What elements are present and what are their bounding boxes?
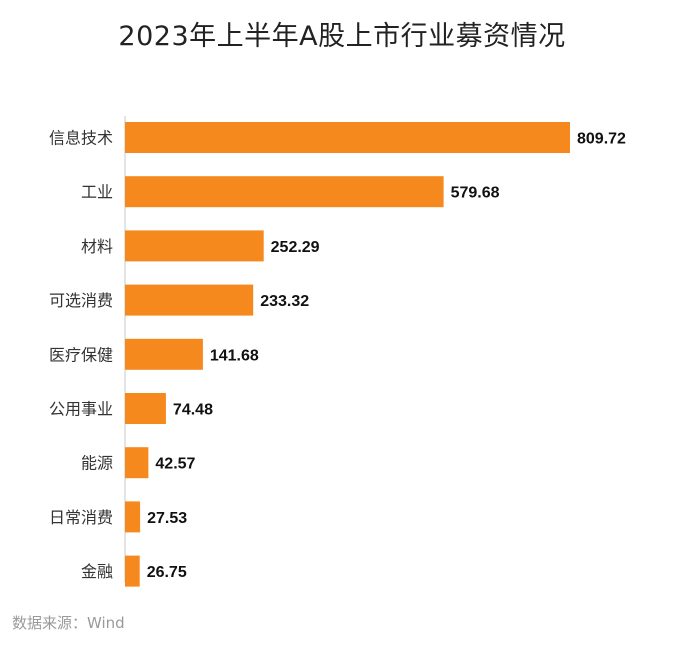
value-label: 233.32 <box>260 293 309 310</box>
value-label: 809.72 <box>577 131 626 148</box>
category-label: 工业 <box>81 183 113 202</box>
category-label: 金融 <box>81 562 113 581</box>
category-label: 可选消费 <box>49 291 113 310</box>
bar-2 <box>125 176 444 208</box>
value-label: 74.48 <box>173 402 213 419</box>
bar-6 <box>125 393 166 424</box>
source-note: 数据来源：Wind <box>12 614 125 632</box>
value-label: 26.75 <box>147 564 187 581</box>
value-label: 252.29 <box>271 239 320 256</box>
bar-7 <box>125 447 149 479</box>
category-label: 医疗保健 <box>49 345 113 364</box>
category-label: 能源 <box>81 454 113 473</box>
value-label: 27.53 <box>147 510 187 527</box>
category-label: 信息技术 <box>49 129 113 148</box>
chart-title: 2023年上半年A股上市行业募资情况 <box>118 21 566 52</box>
value-label: 141.68 <box>210 347 259 364</box>
bar-4 <box>125 284 254 316</box>
bar-1 <box>125 122 570 153</box>
category-label: 材料 <box>81 237 113 256</box>
bar-8 <box>125 501 141 533</box>
bar-5 <box>125 338 203 370</box>
bars-group: 信息技术 809.72 工业 579.68 材料 252.29 可选消费 233.32 医疗保健… <box>49 122 626 587</box>
category-label: 日常消费 <box>49 508 113 527</box>
value-label: 42.57 <box>155 456 195 473</box>
bar-3 <box>125 230 264 262</box>
category-label: 公用事业 <box>49 400 113 419</box>
value-label: 579.68 <box>451 185 500 202</box>
bar-9 <box>125 555 140 587</box>
